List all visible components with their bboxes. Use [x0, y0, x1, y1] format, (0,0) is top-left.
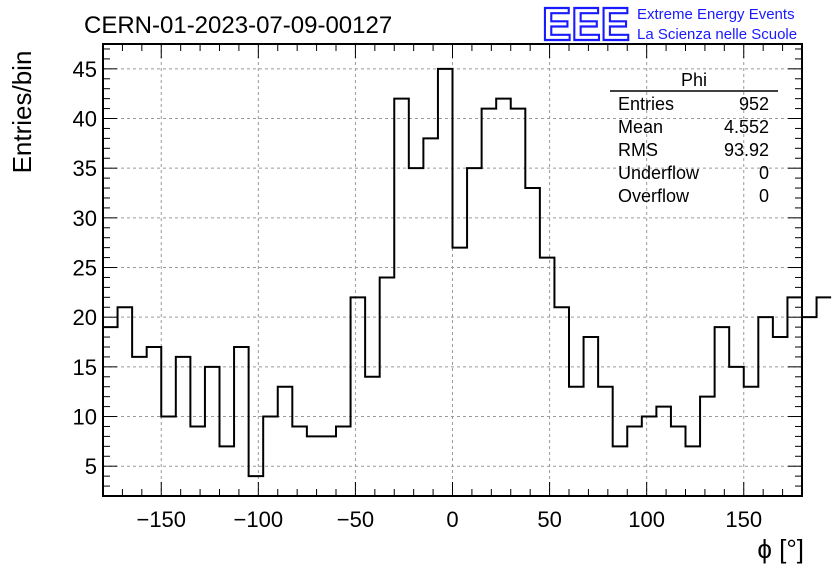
histogram-bin	[613, 446, 628, 496]
y-tick-label: 10	[73, 405, 97, 430]
x-tick-label: 50	[537, 507, 561, 532]
y-tick-label: 45	[73, 57, 97, 82]
histogram-bin	[758, 317, 773, 496]
histogram-bin	[554, 307, 569, 496]
stats-label: Underflow	[618, 163, 700, 183]
eee-logo: EEE Extreme Energy Events La Scienza nel…	[541, 0, 797, 51]
histogram-bin	[540, 258, 555, 496]
histogram-bin	[220, 446, 235, 496]
histogram-bin	[336, 426, 351, 496]
histogram-bin	[700, 397, 715, 496]
histogram-outline	[103, 67, 832, 478]
stats-label: Entries	[618, 94, 674, 114]
histogram-bin	[249, 476, 264, 496]
y-tick-label: 35	[73, 156, 97, 181]
stats-value: 4.552	[724, 117, 769, 137]
x-tick-label: −100	[234, 507, 284, 532]
histogram-bins	[103, 69, 831, 496]
plot-frame	[102, 43, 803, 497]
histogram-bin	[161, 417, 176, 496]
histogram-bin	[118, 307, 133, 496]
logo-mark: EEE	[542, 0, 630, 50]
x-tick-labels: −150 −100 −50 0 50 100 150	[136, 507, 762, 532]
x-tick-label: −50	[337, 507, 374, 532]
histogram-bin	[132, 357, 147, 496]
histogram-bin	[205, 367, 220, 496]
y-tick-label: 20	[73, 305, 97, 330]
stats-value: 952	[739, 94, 769, 114]
histogram-bin	[380, 277, 395, 496]
histogram-bin	[103, 327, 118, 496]
y-tick-label: 40	[73, 107, 97, 132]
histogram-bin	[147, 347, 162, 496]
histogram-bin	[365, 377, 380, 496]
histogram-bin	[438, 69, 453, 496]
x-tick-label: −150	[136, 507, 186, 532]
histogram-bin	[525, 188, 540, 496]
logo-line2: La Scienza nelle Scuole	[637, 26, 797, 43]
histogram-bin	[656, 407, 671, 496]
histogram-bin	[598, 387, 613, 496]
stats-box: Phi Entries 952 Mean 4.552 RMS 93.92 Und…	[610, 70, 778, 206]
histogram-bin	[627, 426, 642, 496]
histogram-bin	[729, 367, 744, 496]
logo-line1: Extreme Energy Events	[637, 6, 795, 23]
histogram-bin	[744, 387, 759, 496]
histogram-bin	[817, 297, 832, 496]
stats-label: Overflow	[618, 186, 690, 206]
histogram-bin	[686, 446, 701, 496]
stats-title: Phi	[681, 70, 707, 90]
histogram-bin	[394, 99, 409, 496]
histogram-bin	[292, 426, 307, 496]
histogram-bin	[496, 99, 511, 496]
histogram-bin	[642, 417, 657, 496]
stats-value: 0	[759, 163, 769, 183]
y-tick-label: 30	[73, 206, 97, 231]
histogram-bin	[190, 426, 205, 496]
x-tick-label: 100	[628, 507, 665, 532]
histogram-bin	[802, 317, 817, 496]
histogram-bin	[482, 109, 497, 496]
histogram-bin	[453, 248, 468, 496]
histogram-bin	[278, 387, 293, 496]
histogram-bin	[715, 327, 730, 496]
histogram-bin	[569, 387, 584, 496]
x-axis-label: ϕ [°]	[757, 534, 804, 564]
stats-label: RMS	[618, 140, 658, 160]
x-tick-label: 150	[725, 507, 762, 532]
histogram-bin	[176, 357, 191, 496]
histogram-bin	[234, 347, 249, 496]
stats-value: 93.92	[724, 140, 769, 160]
histogram-bin	[263, 417, 278, 496]
y-tick-label: 15	[73, 355, 97, 380]
axis-ticks	[102, 44, 803, 497]
stats-value: 0	[759, 186, 769, 206]
x-tick-label: 0	[446, 507, 458, 532]
histogram-bin	[511, 109, 526, 496]
stats-label: Mean	[618, 117, 663, 137]
y-axis-label: Entries/bin	[7, 51, 37, 174]
y-tick-label: 5	[85, 454, 97, 479]
histogram-bin	[671, 426, 686, 496]
y-tick-label: 25	[73, 256, 97, 281]
y-tick-labels: 5 10 15 20 25 30 35 40 45	[73, 57, 97, 479]
chart-title: CERN-01-2023-07-09-00127	[84, 12, 392, 39]
